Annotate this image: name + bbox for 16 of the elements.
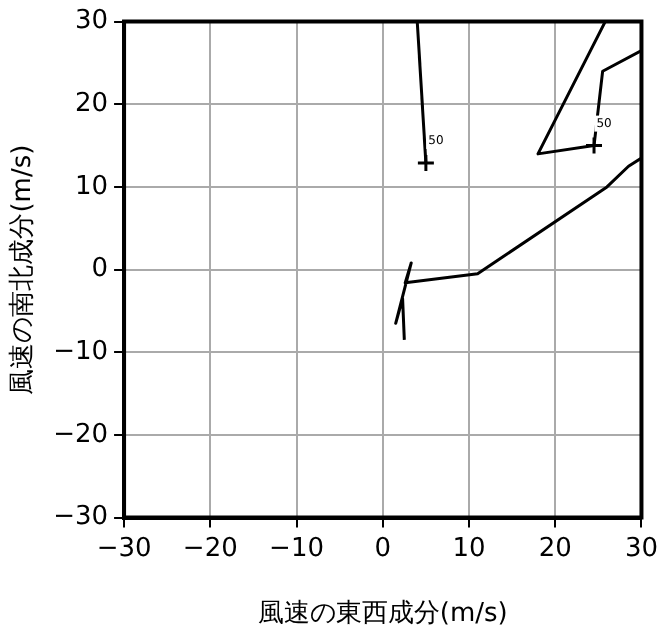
y-tick-label: −20 [53,419,109,450]
x-tick-label: 0 [374,533,392,564]
x-axis-title: 風速の東西成分(m/s) [257,599,508,630]
x-tick-label: −10 [269,533,324,564]
x-tick-label: −30 [96,533,152,564]
y-tick-label: 30 [74,6,109,37]
y-tick-label: 0 [91,254,109,285]
y-axis-title: 風速の南北成分(m/s) [8,144,39,395]
x-tick-label: 10 [452,533,486,564]
x-tick-label: −20 [182,533,238,564]
y-tick-label: −10 [53,337,109,368]
x-tick-label: 30 [624,533,658,564]
y-tick-label: 10 [74,171,109,202]
y-tick-label: −30 [53,502,109,533]
y-tick-label: 20 [74,89,109,120]
x-tick-label: 20 [538,533,572,564]
